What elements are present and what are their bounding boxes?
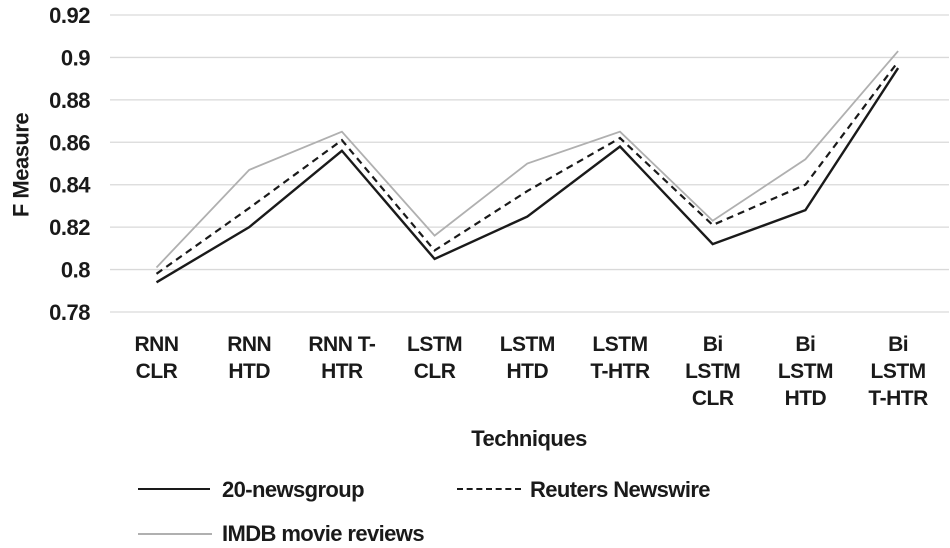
y-axis-tick-label: 0.8 [61, 258, 90, 283]
legend-label-reuters-newswire: Reuters Newswire [530, 477, 711, 502]
legend-label-imdb-movie-reviews: IMDB movie reviews [222, 521, 425, 546]
legend-line-sample-solid-black [138, 488, 210, 490]
y-axis-tick-label: 0.82 [49, 215, 90, 240]
series-line-20-newsgroup [155, 67, 900, 284]
y-axis-title: F Measure [9, 113, 34, 218]
x-axis-tick-label: RNN T-HTR [308, 333, 376, 383]
series-line-reuters-newswire [155, 61, 899, 275]
y-axis-tick-label: 0.92 [49, 3, 90, 28]
series-line-imdb-movie-reviews [155, 50, 899, 269]
x-axis-tick-label: LSTM CLR [407, 333, 462, 383]
x-axis-tick-label: RNN CLR [135, 333, 179, 383]
x-axis-tick-label: Bi LSTM HTD [778, 333, 833, 410]
legend-line-sample-solid-gray [138, 533, 212, 535]
y-axis-tick-label: 0.78 [49, 300, 90, 325]
legend-label-20-newsgroup: 20-newsgroup [222, 477, 365, 502]
x-axis-tick-label: Bi LSTM CLR [685, 333, 740, 410]
y-axis-tick-label: 0.9 [61, 45, 90, 70]
y-axis-tick-label: 0.88 [49, 88, 90, 113]
y-axis-tick-label: 0.86 [49, 130, 90, 155]
x-axis-tick-label: Bi LSTM T-HTR [868, 333, 928, 410]
x-axis-title: Techniques [471, 426, 587, 451]
chart-plot-area: 0.780.80.820.840.860.880.90.92 RNN CLRRNN… [9, 3, 949, 451]
y-axis-tick-labels: 0.78 0.8 0.82 0.84 0.86 0.88 0.9 0.92 [49, 3, 92, 325]
series-lines-group [155, 50, 900, 284]
y-axis-tick-label: 0.84 [49, 173, 91, 198]
x-axis-tick-label: LSTM T-HTR [590, 333, 650, 383]
x-axis-tick-label: LSTM HTD [500, 333, 555, 383]
x-axis-tick-label: RNN HTD [227, 333, 271, 383]
legend-line-sample-dashed-black [457, 488, 521, 490]
x-axis-tick-labels: RNN CLR RNN HTD RNN T-HTR LSTM CLR LSTM HTD LSTM T… [135, 333, 929, 410]
